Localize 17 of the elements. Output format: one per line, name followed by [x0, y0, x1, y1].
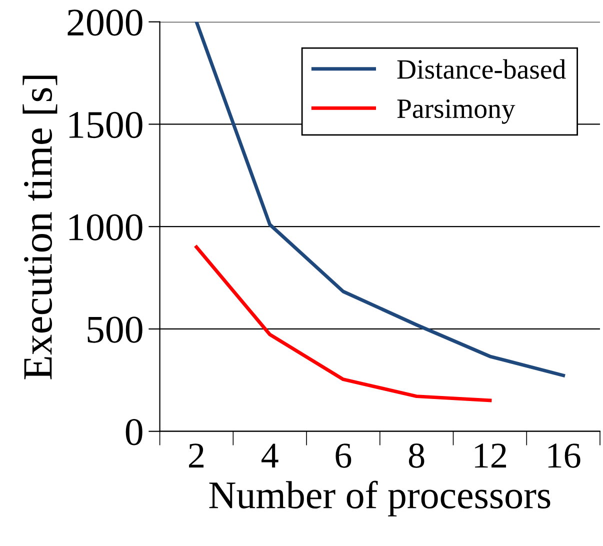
y-tick-label: 0	[126, 418, 142, 446]
x-tick-label: 12	[475, 444, 506, 468]
legend-label: Distance-based	[397, 59, 566, 79]
x-tick-label: 4	[262, 444, 278, 468]
line-series	[194, 22, 566, 378]
y-tick-label: 500	[88, 316, 142, 343]
x-tick-label: 6	[336, 444, 352, 468]
y-tick-label: 2000	[68, 9, 142, 36]
x-axis-title: Number of processors	[209, 480, 550, 516]
legend-label: Parsimony	[397, 99, 516, 124]
y-tick-label: 1000	[69, 214, 142, 240]
x-tick-label: 16	[548, 444, 580, 468]
x-tick-label: 2	[189, 444, 204, 468]
x-tick-label: 8	[408, 443, 424, 468]
y-axis-title: Execution time [s]	[22, 76, 58, 380]
y-tick-label: 1500	[69, 112, 142, 138]
line-series	[194, 245, 492, 402]
